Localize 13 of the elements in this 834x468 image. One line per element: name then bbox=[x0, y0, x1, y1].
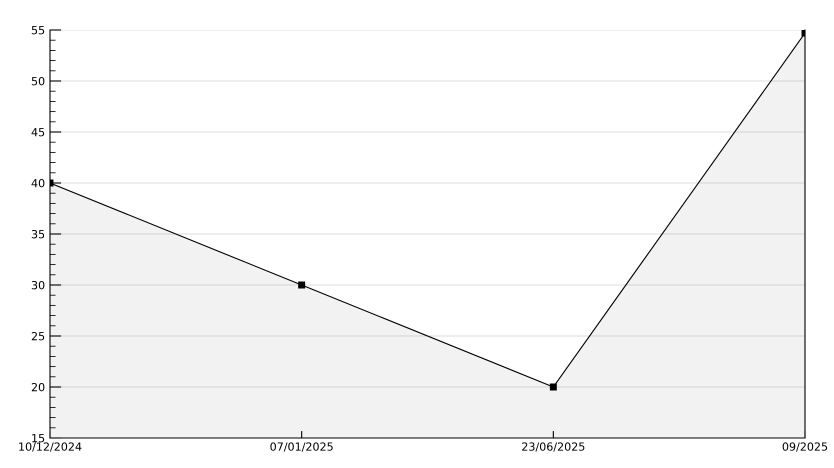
y-tick-label: 35 bbox=[32, 230, 44, 238]
y-tick-label: 45 bbox=[32, 128, 44, 136]
y-tick-label: 55 bbox=[32, 26, 44, 34]
x-tick-label: 10/12/2024 bbox=[19, 442, 82, 452]
x-tick-label: 09/2025 bbox=[782, 442, 828, 452]
x-tick-label: 07/01/2025 bbox=[270, 442, 333, 452]
y-tick-label: 25 bbox=[32, 332, 44, 340]
y-tick-label: 30 bbox=[32, 280, 44, 290]
y-tick-label: 20 bbox=[32, 382, 44, 392]
x-tick-label: 23/06/2025 bbox=[522, 442, 584, 452]
y-tick-label: 15 bbox=[32, 434, 44, 442]
y-tick-label: 40 bbox=[32, 178, 44, 188]
y-tick-label: 50 bbox=[32, 76, 44, 86]
